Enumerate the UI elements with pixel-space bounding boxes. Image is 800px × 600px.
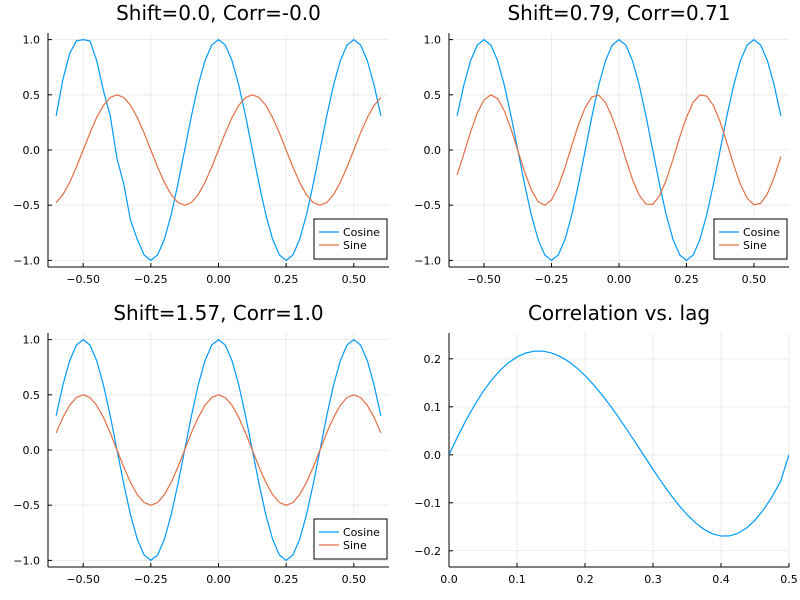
x-tick-label: 0.50 bbox=[742, 273, 767, 286]
x-tick-label: 0.25 bbox=[274, 573, 299, 586]
legend-label: Cosine bbox=[743, 226, 780, 239]
x-tick-label: 0.0 bbox=[440, 573, 458, 586]
y-tick-label: 0.5 bbox=[424, 89, 442, 102]
x-tick-label: −0.50 bbox=[66, 573, 100, 586]
y-tick-label: −0.5 bbox=[13, 499, 40, 512]
x-tick-label: 0.3 bbox=[644, 573, 662, 586]
x-tick-label: −0.50 bbox=[467, 273, 501, 286]
x-tick-label: 0.00 bbox=[206, 573, 231, 586]
y-tick-label: 0.0 bbox=[23, 144, 41, 157]
legend-label: Sine bbox=[343, 539, 367, 552]
y-tick-label: 0.0 bbox=[424, 449, 442, 462]
legend-label: Sine bbox=[343, 239, 367, 252]
chart-panel-4: 0.0 0.1 0.2 0.3 0.4 0.5 −0.2 −0.1 0.0 0.1 0.2 Corre… bbox=[414, 301, 797, 586]
series-line-sine bbox=[55, 394, 382, 506]
y-tick-label: 0.5 bbox=[23, 89, 41, 102]
y-tick-label: 1.0 bbox=[23, 334, 41, 347]
series-line-sine bbox=[456, 94, 782, 206]
y-tick-label: −1.0 bbox=[13, 554, 40, 567]
series-line-cosine bbox=[55, 338, 382, 562]
legend-label: Cosine bbox=[343, 526, 380, 539]
y-tick-label: 0.5 bbox=[23, 389, 41, 402]
series-line-sine bbox=[55, 94, 382, 206]
y-tick-label: 0.0 bbox=[424, 144, 442, 157]
chart-title: Shift=0.79, Corr=0.71 bbox=[507, 1, 730, 25]
y-tick-label: 1.0 bbox=[424, 34, 442, 47]
y-tick-label: −0.1 bbox=[414, 497, 441, 510]
chart-title: Shift=1.57, Corr=1.0 bbox=[113, 301, 323, 325]
x-tick-label: −0.25 bbox=[134, 573, 168, 586]
x-tick-label: −0.25 bbox=[535, 273, 569, 286]
x-tick-label: −0.50 bbox=[66, 273, 100, 286]
x-tick-label: −0.25 bbox=[134, 273, 168, 286]
chart-panel-2: −0.50 −0.25 0.00 0.25 0.50 −1.0 −0.5 0.0 0.5 1.0 S… bbox=[414, 1, 789, 286]
y-tick-label: −1.0 bbox=[13, 254, 40, 267]
chart-panel-1: −0.50 −0.25 0.00 0.25 0.50 −1.0 −0.5 0.0 0.5 1.0 S… bbox=[13, 1, 389, 286]
x-tick-label: 0.50 bbox=[342, 573, 367, 586]
x-tick-label: 0.00 bbox=[607, 273, 632, 286]
legend-label: Cosine bbox=[343, 226, 380, 239]
y-tick-label: 0.1 bbox=[424, 401, 442, 414]
chart-panel-3: −0.50 −0.25 0.00 0.25 0.50 −1.0 −0.5 0.0 0.5 1.0 S… bbox=[13, 301, 389, 586]
legend-box bbox=[313, 518, 388, 560]
chart-title: Shift=0.0, Corr=-0.0 bbox=[116, 1, 321, 25]
x-tick-label: 0.00 bbox=[206, 273, 231, 286]
legend-box bbox=[713, 218, 788, 260]
series-line-cosine bbox=[55, 38, 382, 262]
x-tick-label: 0.4 bbox=[712, 573, 730, 586]
series-line-cosine bbox=[456, 38, 782, 262]
x-tick-label: 0.25 bbox=[274, 273, 299, 286]
y-tick-label: 0.2 bbox=[424, 353, 442, 366]
chart-title: Correlation vs. lag bbox=[528, 301, 710, 325]
x-tick-label: 0.50 bbox=[342, 273, 367, 286]
y-tick-label: −0.2 bbox=[414, 545, 441, 558]
x-tick-label: 0.2 bbox=[576, 573, 594, 586]
y-tick-label: −0.5 bbox=[13, 199, 40, 212]
legend-label: Sine bbox=[743, 239, 767, 252]
legend-box bbox=[313, 218, 388, 260]
y-tick-label: −1.0 bbox=[414, 254, 441, 267]
y-tick-label: −0.5 bbox=[414, 199, 441, 212]
x-tick-label: 0.1 bbox=[508, 573, 526, 586]
x-tick-label: 0.5 bbox=[780, 573, 798, 586]
y-tick-label: 0.0 bbox=[23, 444, 41, 457]
series-line-correlation bbox=[449, 350, 789, 537]
x-tick-label: 0.25 bbox=[674, 273, 699, 286]
y-tick-label: 1.0 bbox=[23, 34, 41, 47]
